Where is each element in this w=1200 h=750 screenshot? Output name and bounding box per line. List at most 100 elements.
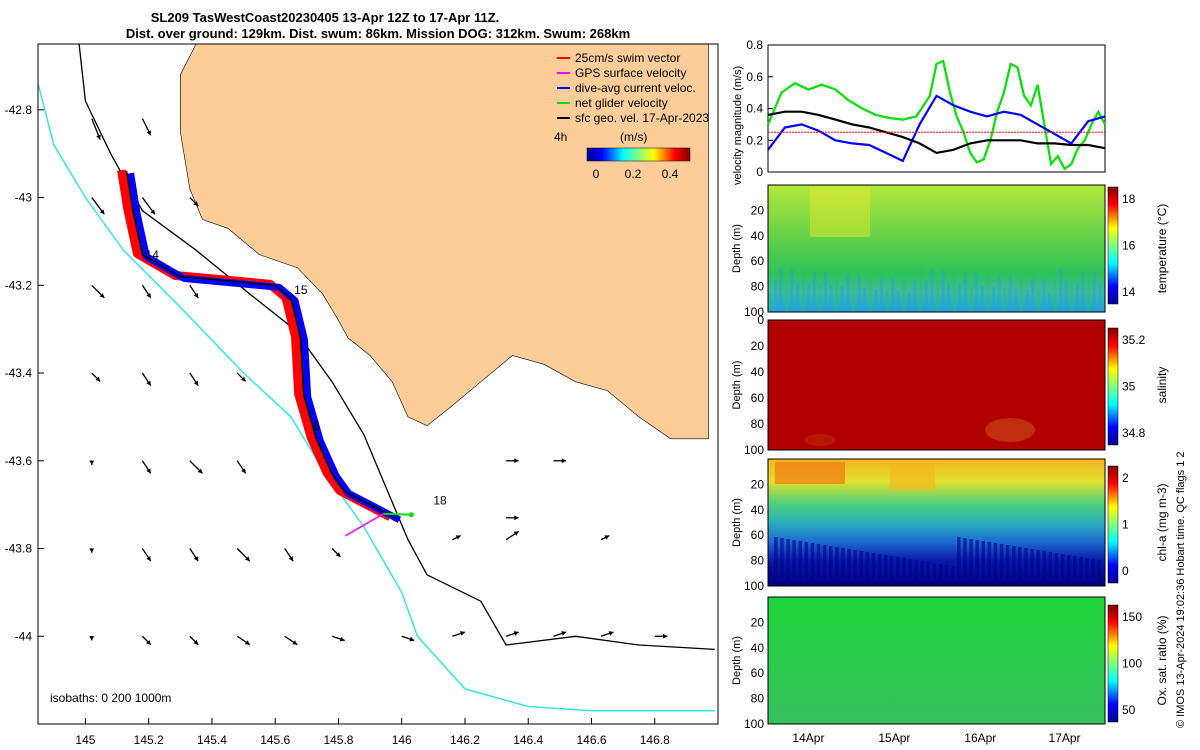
temperature-warm-patch (810, 187, 870, 237)
chla-stripe (932, 563, 937, 578)
temperature-stripe (947, 283, 951, 312)
current-arrow-head (146, 468, 151, 474)
speed-colorbar (586, 147, 691, 162)
oxygen-section: 20 40 60 80 100 150 100 50 (744, 596, 1142, 731)
map-x-tick-label: 145.2 (134, 733, 164, 747)
temperature-stripe (773, 280, 777, 312)
credit-text: © IMOS 13-Apr-2024 19:02:36 Hobart time.… (1175, 451, 1187, 728)
current-arrow-head (145, 639, 151, 645)
temperature-stripe (1025, 290, 1029, 312)
day-label: 6 (313, 419, 320, 433)
current-arrow-head (193, 639, 199, 645)
net-glider-velocity-head (408, 512, 414, 518)
section-ylabel: Depth (m) (731, 224, 743, 273)
chla-stripe (829, 546, 833, 578)
temperature-stripe (768, 292, 771, 312)
colorbar-tick-label: 14 (1122, 285, 1136, 299)
net-glider-velocity-vector (383, 512, 412, 516)
chla-stripe (908, 559, 912, 578)
map-x-ticks: 145 145.2 145.4 145.6 145.8 146 146.2 146.4 146.… (75, 718, 670, 747)
isobaths-label: isobaths: 0 200 1000m (50, 691, 171, 705)
colorbar-tick-label: 50 (1122, 703, 1136, 717)
current-arrow-head (99, 209, 105, 215)
chla-stripe (871, 553, 876, 578)
depth-tick-label: 100 (744, 305, 764, 319)
oxygen-frame (767, 596, 1106, 725)
chla-stripe (768, 566, 772, 578)
map-x-tick-label: 145.8 (323, 733, 353, 747)
chla-stripe (1036, 550, 1040, 578)
temperature-stripe (975, 273, 979, 312)
map-y-tick-label: -43.8 (5, 542, 33, 556)
day-labels: 14 15 6 18 (146, 248, 447, 508)
temperature-stripe (919, 268, 923, 312)
chla-stripe (865, 552, 870, 578)
chla-stripe (1024, 548, 1028, 578)
depth-tick-label: 100 (744, 443, 764, 457)
depth-tick-label: 80 (751, 280, 765, 294)
current-arrow-head (95, 376, 101, 382)
temperature-stripe (986, 274, 990, 312)
chla-bloom-patch (775, 462, 845, 484)
chla-stripe (877, 554, 882, 578)
chla-stripe (969, 539, 973, 578)
temperature-stripe (1031, 278, 1035, 312)
current-arrow-head (409, 636, 415, 642)
current-arrow-head (240, 376, 246, 382)
colorbar-tick-label: 34.8 (1122, 426, 1146, 440)
temperature-stripe (913, 280, 917, 312)
chla-stripe (963, 538, 967, 578)
legend-entry: 25cm/s swim vector (575, 51, 680, 65)
salinity-field (768, 320, 1105, 450)
salinity-colorbar (1107, 327, 1119, 446)
colorbar-tick-label: 1 (1122, 518, 1129, 532)
chla-stripe (780, 538, 784, 578)
section-ylabel: Depth (m) (731, 636, 743, 685)
temperature-stripe (1020, 277, 1023, 312)
temperature-stripe (891, 278, 895, 312)
temperature-stripe (1059, 268, 1063, 312)
current-arrow-head (146, 292, 151, 298)
chla-stripe (938, 564, 943, 578)
temperature-stripe (784, 281, 788, 312)
oxygen-ticks: 20 40 60 80 100 150 100 50 (744, 610, 1142, 731)
current-arrow-head (193, 201, 199, 206)
temperature-stripe (1048, 292, 1051, 312)
temperature-stripe (1070, 269, 1074, 312)
map-y-tick-label: -42.8 (5, 103, 33, 117)
temperature-stripe (857, 275, 861, 312)
temperature-stripe (930, 269, 934, 312)
temperature-stripe (902, 279, 906, 312)
current-arrow-head (514, 515, 519, 521)
map-y-tick-label: -43.4 (5, 366, 33, 380)
depth-tick-label: 20 (751, 615, 765, 629)
date-ticks: 14Apr 15Apr 16Apr 17Apr (792, 731, 1080, 745)
current-arrow-head (292, 640, 298, 645)
current-arrow-head (604, 535, 610, 540)
title-line-2: Dist. over ground: 129km. Dist. swum: 86… (126, 26, 630, 41)
chla-stripe (999, 544, 1004, 578)
colorbar-tick-label: 2 (1122, 471, 1129, 485)
section-ylabel: Depth (m) (731, 498, 743, 547)
current-arrow-head (241, 468, 246, 474)
map-x-tick-label: 146.4 (513, 733, 543, 747)
depth-tick-label: 60 (751, 528, 765, 542)
chla-stripe (1085, 558, 1089, 578)
chla-stripe (835, 547, 839, 578)
chla-stripe (896, 557, 900, 578)
temperature-stripe (1081, 270, 1085, 312)
date-tick-label: 14Apr (792, 731, 824, 745)
colorbar-tick-label: 100 (1122, 657, 1142, 671)
salinity-ticks: 0 20 40 60 80 100 35.2 35 34.8 (744, 313, 1146, 457)
temperature-stripe (1087, 283, 1091, 312)
chla-stripe (841, 548, 845, 578)
colorbar-tick-0: 0 (593, 167, 600, 181)
temperature-stripe (1014, 289, 1018, 312)
legend-4h-label: 4h (554, 130, 567, 144)
chla-stripe (1079, 557, 1083, 578)
temperature-section: 20 40 60 80 100 18 16 14 (744, 184, 1136, 319)
temperature-stripe (1008, 276, 1012, 312)
velocity-series (766, 59, 1106, 171)
temperature-stripe (958, 284, 962, 312)
current-arrow-head (193, 380, 199, 386)
